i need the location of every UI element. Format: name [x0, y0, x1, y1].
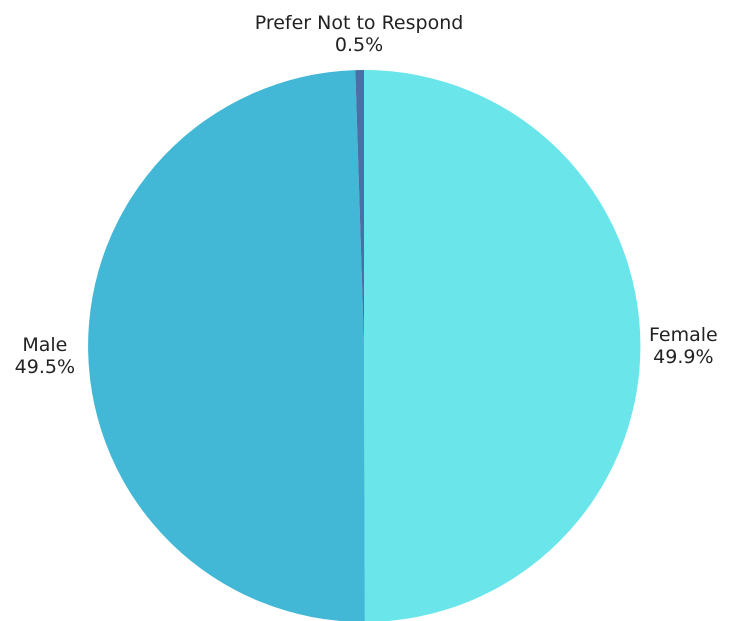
slice-label-male: Male 49.5%	[15, 334, 75, 378]
slice-value-prefer-not-to-respond: 0.5%	[334, 34, 384, 56]
slice-label-female: Female 49.9%	[649, 324, 718, 368]
slice-name-male: Male	[22, 334, 68, 356]
slice-label-prefer-not-to-respond: Prefer Not to Respond 0.5%	[255, 12, 464, 56]
slice-name-prefer-not-to-respond: Prefer Not to Respond	[254, 12, 464, 34]
slice-value-male: 49.5%	[14, 356, 75, 378]
pie-slice-male	[88, 70, 365, 621]
slice-name-female: Female	[649, 324, 718, 346]
slice-value-female: 49.9%	[653, 346, 714, 368]
pie-slice-prefer-not-to-respond	[355, 70, 364, 346]
pie-slice-female	[364, 69, 641, 621]
